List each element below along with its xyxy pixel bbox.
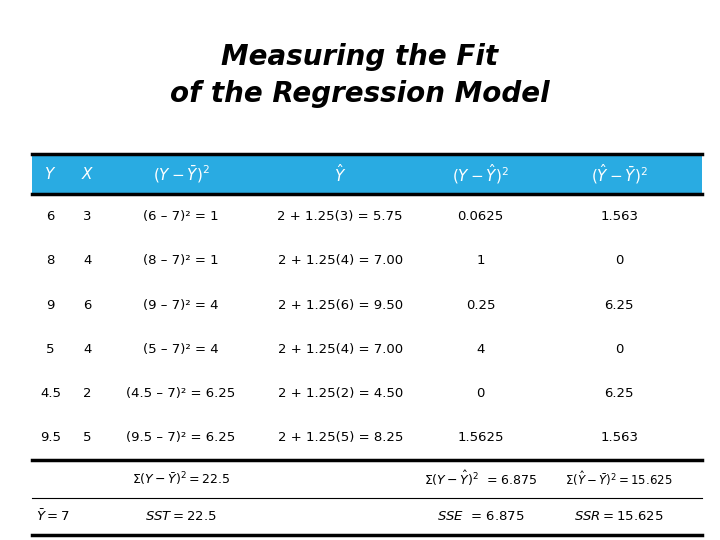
Text: 1.5625: 1.5625 (457, 431, 504, 444)
Text: 6.25: 6.25 (605, 299, 634, 312)
Text: $\it{Y}$: $\it{Y}$ (44, 166, 57, 182)
Text: (9 – 7)² = 4: (9 – 7)² = 4 (143, 299, 219, 312)
Text: 1.563: 1.563 (600, 431, 638, 444)
Text: 5: 5 (84, 431, 91, 444)
Text: 4: 4 (477, 343, 485, 356)
Text: $\Sigma(\hat{\it{Y}}-\bar{\it{Y}})^2 = 15.625$: $\Sigma(\hat{\it{Y}}-\bar{\it{Y}})^2 = 1… (565, 469, 673, 488)
Text: Measuring the Fit: Measuring the Fit (222, 43, 498, 71)
Text: 5: 5 (46, 343, 55, 356)
Text: (8 – 7)² = 1: (8 – 7)² = 1 (143, 254, 219, 267)
Bar (32, 154, 702, 194)
Text: 1: 1 (477, 254, 485, 267)
Text: 8: 8 (46, 254, 55, 267)
Text: $\it{SSE}$  = 6.875: $\it{SSE}$ = 6.875 (437, 510, 524, 523)
Text: 0.0625: 0.0625 (457, 210, 504, 223)
Text: 2 + 1.25(6) = 9.50: 2 + 1.25(6) = 9.50 (278, 299, 402, 312)
Text: (5 – 7)² = 4: (5 – 7)² = 4 (143, 343, 219, 356)
Text: 3: 3 (84, 210, 91, 223)
Text: 0: 0 (477, 387, 485, 400)
Text: 6: 6 (84, 299, 91, 312)
Text: $\it{SSR}=15.625$: $\it{SSR}=15.625$ (575, 510, 664, 523)
Text: 0: 0 (615, 254, 624, 267)
Text: $\Sigma(\it{Y}-\hat{\it{Y}})^2$  = 6.875: $\Sigma(\it{Y}-\hat{\it{Y}})^2$ = 6.875 (424, 469, 537, 489)
Text: $\Sigma(\it{Y}-\bar{\it{Y}})^2 = 22.5$: $\Sigma(\it{Y}-\bar{\it{Y}})^2 = 22.5$ (132, 470, 230, 488)
Text: 2 + 1.25(4) = 7.00: 2 + 1.25(4) = 7.00 (278, 254, 402, 267)
Text: 0: 0 (615, 343, 624, 356)
Text: 0.25: 0.25 (466, 299, 495, 312)
Text: $(\hat{\it{Y}}-\bar{\it{Y}})^2$: $(\hat{\it{Y}}-\bar{\it{Y}})^2$ (590, 162, 648, 186)
Text: 6.25: 6.25 (605, 387, 634, 400)
Text: 1.563: 1.563 (600, 210, 638, 223)
Text: 2 + 1.25(2) = 4.50: 2 + 1.25(2) = 4.50 (278, 387, 402, 400)
Text: 4.5: 4.5 (40, 387, 61, 400)
Text: $\bar{\it{Y}}=7$: $\bar{\it{Y}}=7$ (36, 509, 70, 524)
Text: 4: 4 (84, 343, 91, 356)
Text: (4.5 – 7)² = 6.25: (4.5 – 7)² = 6.25 (127, 387, 235, 400)
Text: of the Regression Model: of the Regression Model (170, 80, 550, 109)
Text: (9.5 – 7)² = 6.25: (9.5 – 7)² = 6.25 (127, 431, 235, 444)
Text: $\it{SST}=22.5$: $\it{SST}=22.5$ (145, 510, 217, 523)
Text: 2 + 1.25(5) = 8.25: 2 + 1.25(5) = 8.25 (277, 431, 403, 444)
Text: 9: 9 (46, 299, 55, 312)
Text: (6 – 7)² = 1: (6 – 7)² = 1 (143, 210, 219, 223)
Text: 4: 4 (84, 254, 91, 267)
Text: 2: 2 (84, 387, 91, 400)
Text: $(\it{Y}-\hat{\it{Y}})^2$: $(\it{Y}-\hat{\it{Y}})^2$ (452, 162, 509, 186)
Text: 6: 6 (46, 210, 55, 223)
Text: 9.5: 9.5 (40, 431, 61, 444)
Text: 2 + 1.25(4) = 7.00: 2 + 1.25(4) = 7.00 (278, 343, 402, 356)
Text: $\it{X}$: $\it{X}$ (81, 166, 94, 182)
Text: $(\it{Y}-\bar{\it{Y}})^2$: $(\it{Y}-\bar{\it{Y}})^2$ (153, 164, 210, 185)
Text: $\hat{\it{Y}}$: $\hat{\it{Y}}$ (334, 163, 346, 185)
Text: 2 + 1.25(3) = 5.75: 2 + 1.25(3) = 5.75 (277, 210, 403, 223)
